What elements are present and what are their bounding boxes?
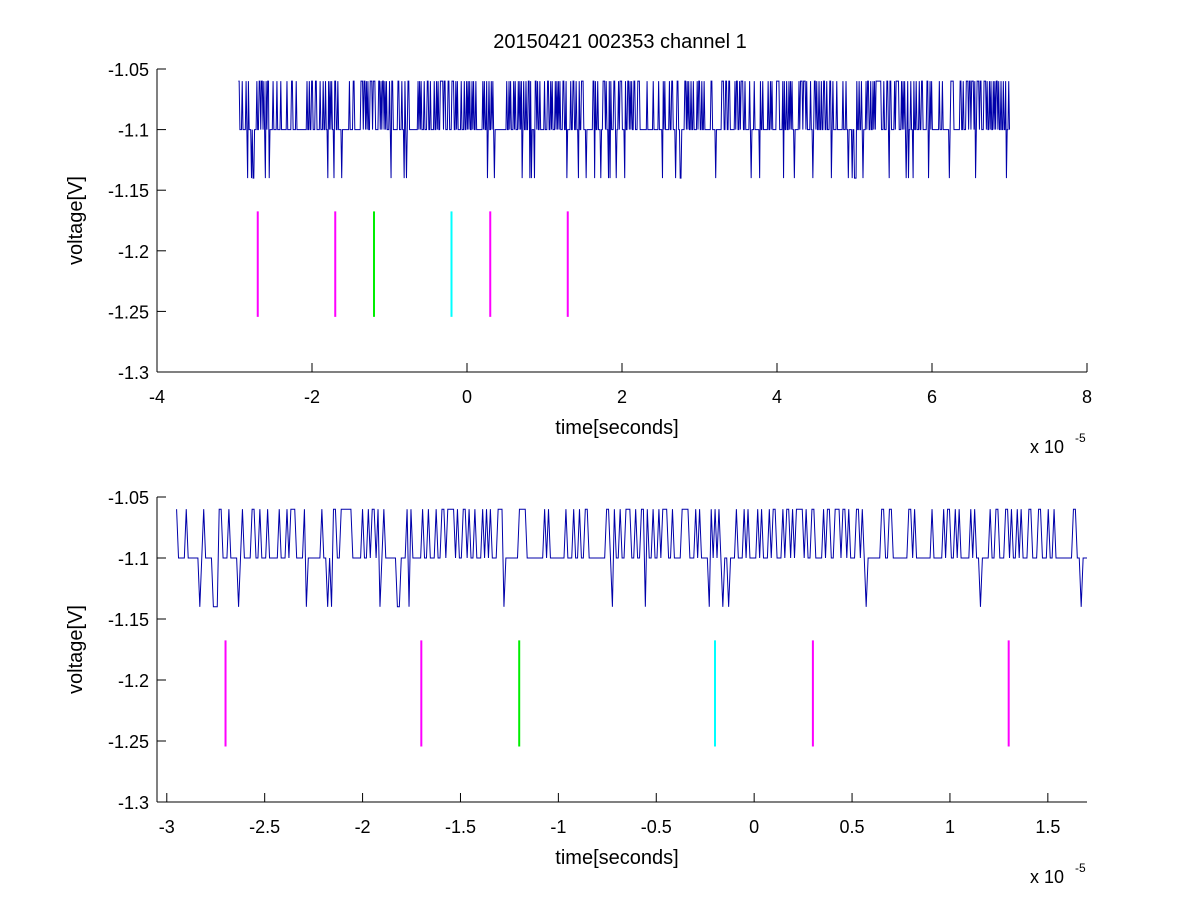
y-tick-label: -1.1 — [118, 549, 149, 569]
x-tick-label: -2 — [304, 387, 320, 407]
y-tick-label: -1.05 — [108, 488, 149, 508]
y-tick-label: -1.05 — [108, 60, 149, 80]
y-tick-label: -1.15 — [108, 610, 149, 630]
y-tick-label: -1.2 — [118, 671, 149, 691]
x-tick-label: -3 — [159, 817, 175, 837]
y-tick-label: -1.2 — [118, 242, 149, 262]
x-tick-label: 0.5 — [840, 817, 865, 837]
y-tick-label: -1.25 — [108, 302, 149, 322]
x-tick-label: 0 — [749, 817, 759, 837]
x-axis-label: time[seconds] — [555, 417, 678, 439]
x-tick-label: -1 — [550, 817, 566, 837]
x-tick-label: -0.5 — [641, 817, 672, 837]
top-chart: -1.3 -1.25 -1.2 -1.15 -1.1 -1.05 -4 -2 0 2 4 6 8 time… — [65, 60, 1092, 457]
x-exponent-power: -5 — [1075, 431, 1086, 445]
y-tick-label: -1.25 — [108, 732, 149, 752]
y-tick-label: -1.3 — [118, 363, 149, 383]
x-exponent-base: x 10 — [1030, 437, 1064, 457]
chart-title: 20150421 002353 channel 1 — [493, 31, 747, 53]
x-tick-label: -1.5 — [445, 817, 476, 837]
x-tick-label: -2.5 — [249, 817, 280, 837]
x-tick-label: 2 — [617, 387, 627, 407]
y-tick-label: -1.3 — [118, 793, 149, 813]
x-tick-label: 4 — [772, 387, 782, 407]
x-tick-label: -2 — [355, 817, 371, 837]
x-axis-label: time[seconds] — [555, 847, 678, 869]
x-exponent-power: -5 — [1075, 861, 1086, 875]
signal-trace — [238, 80, 1010, 179]
y-tick-label: -1.1 — [118, 121, 149, 141]
y-axis-label: voltage[V] — [65, 176, 87, 265]
x-exponent-base: x 10 — [1030, 867, 1064, 887]
y-axis-label: voltage[V] — [65, 605, 87, 694]
y-tick-label: -1.15 — [108, 181, 149, 201]
x-tick-label: -4 — [149, 387, 165, 407]
x-tick-label: 6 — [927, 387, 937, 407]
x-tick-label: 8 — [1082, 387, 1092, 407]
x-tick-label: 1 — [945, 817, 955, 837]
signal-trace — [176, 508, 1087, 608]
x-tick-label: 1.5 — [1035, 817, 1060, 837]
bottom-chart: -1.3 -1.25 -1.2 -1.15 -1.1 -1.05 -3 -2.5 -2 -1.5 -… — [65, 488, 1087, 887]
x-tick-label: 0 — [462, 387, 472, 407]
